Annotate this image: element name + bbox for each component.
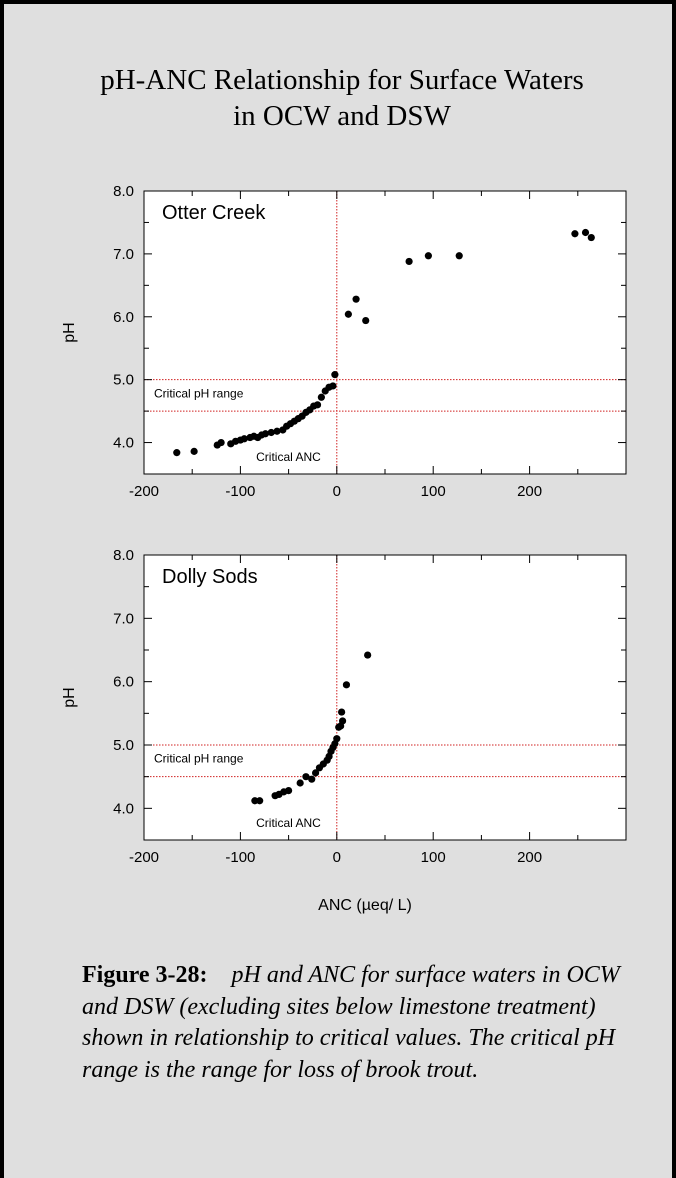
data-point	[190, 447, 198, 455]
y-tick-label: 6.0	[113, 674, 134, 691]
chart-0: -200 -100 0 100 200 4.0 5.0 6.0 7.0 8.0 pH Otter Cr…	[61, 183, 627, 500]
data-point	[311, 769, 320, 777]
x-tick-label: 100	[421, 849, 446, 866]
data-point	[317, 393, 325, 401]
x-tick-label: 0	[333, 483, 341, 500]
y-tick-label: 4.0	[113, 435, 134, 452]
y-tick-label: 7.0	[113, 246, 134, 263]
data-point	[217, 438, 225, 447]
data-point	[173, 449, 181, 457]
x-tick-label: -200	[129, 483, 159, 500]
y-tick-label: 4.0	[113, 800, 134, 817]
x-tick-label: -100	[225, 849, 255, 866]
data-point	[302, 773, 310, 781]
y-tick-label: 8.0	[113, 183, 134, 200]
critical-anc-label: Critical ANC	[256, 450, 321, 464]
figure-caption: Figure 3-28: pH and ANC for surface wate…	[82, 960, 642, 1086]
critical-ph-range-label: Critical pH range	[154, 386, 244, 400]
data-point	[256, 797, 264, 805]
data-point	[308, 775, 316, 783]
x-tick-label: 200	[517, 483, 542, 500]
data-point	[424, 252, 432, 260]
data-point	[261, 430, 270, 438]
data-point	[344, 310, 352, 318]
panel-label: Dolly Sods	[162, 566, 258, 588]
data-point	[313, 401, 322, 409]
x-tick-label: 200	[517, 849, 542, 866]
x-tick-label: -200	[129, 849, 159, 866]
data-point	[333, 735, 341, 743]
plot-area	[144, 555, 626, 840]
data-point	[329, 382, 337, 390]
y-tick-label: 5.0	[113, 372, 134, 389]
data-point	[362, 316, 370, 325]
caption-text: pH and ANC for surface waters in OCW and…	[82, 962, 620, 1083]
y-tick-label: 7.0	[113, 610, 134, 627]
chart-title-line-1: pH-ANC Relationship for Surface Waters	[100, 64, 584, 96]
chart-1: -200 -100 0 100 200 4.0 5.0 6.0 7.0 8.0 pH Dolly So…	[61, 547, 627, 914]
data-point	[240, 435, 248, 443]
caption-label: Figure 3-28:	[82, 962, 208, 988]
y-axis-label: pH	[61, 687, 78, 707]
data-point	[331, 371, 339, 379]
data-point	[338, 708, 346, 716]
charts-svg: -200 -100 0 100 200 4.0 5.0 6.0 7.0 8.0 pH Otter Cr…	[61, 183, 627, 914]
x-tick-label: 0	[333, 849, 341, 866]
data-point	[364, 651, 372, 659]
chart-title-line-2: in OCW and DSW	[233, 100, 451, 132]
data-point	[285, 787, 293, 795]
panel-label: Otter Creek	[162, 202, 266, 224]
data-point	[455, 252, 463, 260]
y-tick-label: 8.0	[113, 547, 134, 564]
data-point	[571, 230, 579, 238]
critical-anc-label: Critical ANC	[256, 816, 321, 830]
y-axis-label: pH	[61, 322, 78, 342]
data-point	[581, 228, 590, 237]
y-tick-label: 6.0	[113, 309, 134, 326]
data-point	[405, 257, 413, 266]
x-axis-label: ANC (µeq/ L)	[318, 897, 412, 914]
critical-ph-range-label: Critical pH range	[154, 752, 244, 766]
data-point	[352, 295, 360, 303]
x-tick-label: 100	[421, 483, 446, 500]
data-point	[296, 779, 304, 787]
data-point	[342, 681, 351, 689]
data-point	[587, 233, 595, 242]
plot-area	[144, 191, 626, 474]
data-point	[273, 427, 281, 435]
y-tick-label: 5.0	[113, 737, 134, 754]
data-point	[338, 717, 347, 725]
data-point	[267, 428, 275, 437]
x-tick-label: -100	[225, 483, 255, 500]
